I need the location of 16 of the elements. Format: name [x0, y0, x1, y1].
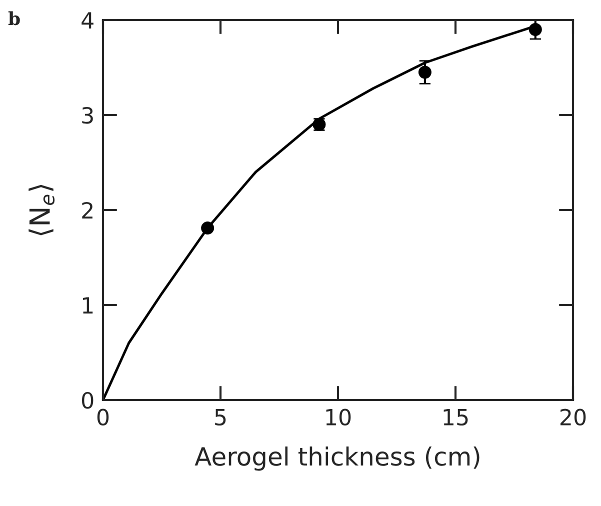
x-tick-label: 0: [97, 408, 109, 426]
y-tick-label: 0: [82, 392, 94, 409]
y-tick-label: 2: [82, 202, 92, 218]
x-tick-label: 20: [560, 408, 586, 426]
x-tick-label: 15: [444, 409, 468, 426]
point: [201, 222, 214, 235]
x-tick-label: 10: [326, 408, 351, 426]
y-axis-title: ⟨N$_{e}$⟩: [28, 184, 55, 236]
x-tick-label: 5: [215, 409, 226, 426]
y-tick-label: 1: [82, 297, 93, 314]
y-tick-label: 4: [82, 12, 94, 28]
text: b: [8, 11, 20, 26]
x-axis-title: Aerogel thickness (cm): [194, 446, 480, 471]
point: [528, 22, 542, 36]
point: [418, 66, 432, 79]
y-tick-label: 3: [82, 106, 93, 124]
